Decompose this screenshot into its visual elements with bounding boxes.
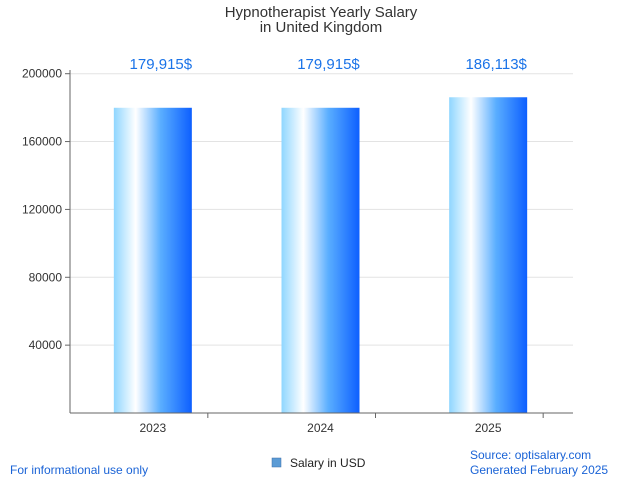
x-tick-label-2023: 2023 xyxy=(139,421,166,435)
y-tick-label-160000: 160000 xyxy=(22,135,62,149)
chart-title-line-2: in United Kingdom xyxy=(260,19,383,36)
legend-swatch xyxy=(271,457,282,468)
y-axis-ticks: 200000 160000 120000 80000 40000 xyxy=(22,67,70,352)
data-label-2025: 186,113$ xyxy=(465,56,527,73)
legend-label: Salary in USD xyxy=(290,456,366,470)
informational-note: For informational use only xyxy=(10,463,149,477)
x-tick-label-2024: 2024 xyxy=(307,421,334,435)
y-tick-label-80000: 80000 xyxy=(29,270,63,284)
bars xyxy=(113,97,528,414)
generated-date: Generated February 2025 xyxy=(470,463,609,477)
x-tick-label-2025: 2025 xyxy=(475,421,502,435)
x-axis-ticks: 2023 2024 2025 xyxy=(139,413,544,435)
chart-title-line-1: Hypnotherapist Yearly Salary xyxy=(225,4,418,21)
y-tick-label-120000: 120000 xyxy=(22,202,62,216)
data-label-2023: 179,915$ xyxy=(130,56,193,73)
data-label-2024: 179,915$ xyxy=(297,56,360,73)
y-tick-label-40000: 40000 xyxy=(29,338,63,352)
bar-2025 xyxy=(449,97,528,414)
legend: Salary in USD xyxy=(271,456,366,470)
bar-2024 xyxy=(281,107,360,413)
data-labels: 179,915$ 179,915$ 186,113$ xyxy=(130,56,528,73)
y-tick-label-200000: 200000 xyxy=(22,67,62,81)
source-link[interactable]: Source: optisalary.com xyxy=(470,448,592,462)
bar-2023 xyxy=(113,107,192,413)
